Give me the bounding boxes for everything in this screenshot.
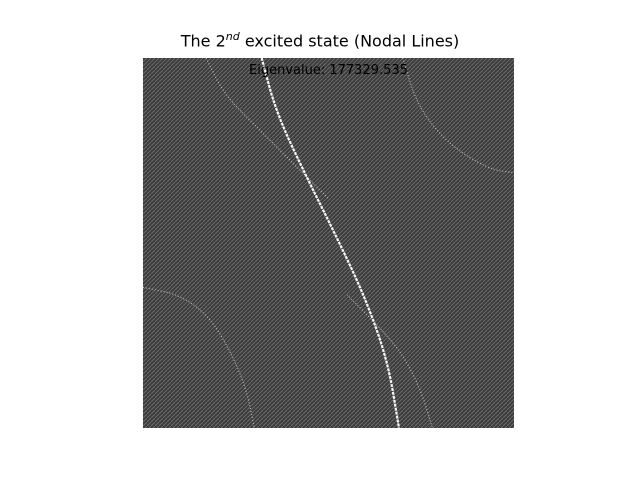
plot-area <box>143 58 514 428</box>
chart-title-suffix: excited state (Nodal Lines) <box>240 31 459 50</box>
chart-title: The 2nd excited state (Nodal Lines) <box>0 30 640 50</box>
heatmap-background <box>143 58 514 428</box>
chart-title-prefix: The 2 <box>181 31 226 50</box>
chart-title-superscript: nd <box>226 30 240 43</box>
heatmap-image <box>143 58 514 428</box>
eigenvalue-label: Eigenvalue: 177329.535 <box>143 63 514 78</box>
